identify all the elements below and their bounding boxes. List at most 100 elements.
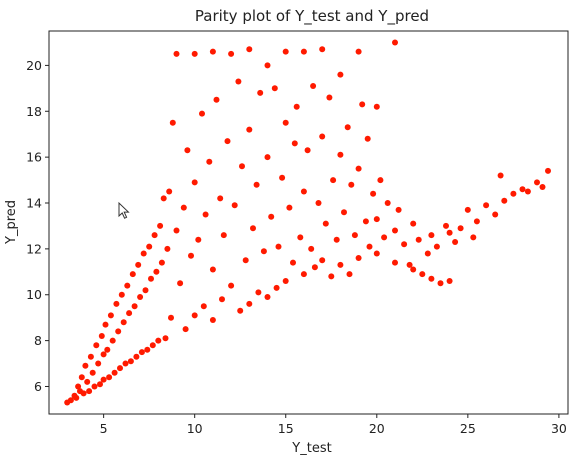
data-point	[253, 181, 260, 188]
data-point	[355, 255, 362, 261]
data-point	[122, 360, 129, 367]
data-point	[75, 383, 82, 390]
data-point	[148, 275, 154, 282]
data-point	[319, 46, 326, 53]
data-point	[297, 234, 304, 241]
data-point	[328, 273, 335, 280]
data-point	[348, 181, 355, 188]
data-point	[217, 195, 224, 202]
data-point	[291, 140, 298, 147]
data-point	[282, 48, 289, 55]
data-point	[168, 314, 174, 321]
data-point	[473, 218, 480, 225]
data-point	[539, 184, 546, 190]
data-point	[131, 303, 138, 310]
y-axis-label: Y_pred	[4, 200, 19, 245]
data-point	[138, 349, 145, 356]
data-point	[246, 126, 253, 133]
data-point	[213, 96, 220, 103]
data-point	[67, 397, 74, 404]
data-point	[126, 310, 133, 317]
data-point	[293, 103, 300, 110]
data-point	[153, 268, 160, 275]
x-tick-label: 15	[278, 421, 294, 436]
data-point	[127, 358, 134, 365]
data-point	[80, 390, 87, 397]
data-point	[330, 177, 337, 184]
data-point	[235, 78, 242, 85]
chart-title: Parity plot of Y_test and Y_pred	[195, 7, 429, 26]
data-point	[392, 227, 398, 234]
data-point	[260, 248, 267, 255]
x-tick-label: 25	[460, 421, 476, 436]
data-point	[177, 280, 184, 287]
data-point	[191, 179, 198, 186]
data-point	[115, 328, 122, 335]
data-point	[534, 179, 540, 186]
data-point	[98, 333, 105, 339]
data-point	[452, 239, 459, 245]
data-point	[401, 241, 408, 248]
data-point	[373, 216, 380, 223]
data-point	[100, 351, 107, 358]
data-point	[344, 124, 351, 131]
data-point	[264, 154, 271, 161]
data-point	[279, 174, 286, 181]
y-tick-label: 6	[34, 379, 42, 394]
data-point	[106, 374, 113, 381]
data-point	[195, 236, 202, 243]
data-point	[228, 50, 235, 57]
y-tick-label: 20	[26, 58, 42, 73]
data-point	[273, 284, 280, 291]
data-point	[341, 209, 347, 216]
data-point	[89, 369, 96, 376]
data-point	[129, 271, 136, 278]
data-point	[184, 147, 191, 154]
data-point	[246, 300, 253, 307]
data-point	[377, 177, 384, 184]
data-point	[146, 243, 153, 250]
data-point	[102, 321, 109, 328]
data-point	[457, 225, 464, 232]
data-point	[113, 300, 120, 307]
data-point	[545, 167, 551, 174]
data-point	[355, 165, 362, 172]
data-point	[322, 220, 329, 227]
x-axis-label: Y_test	[291, 441, 331, 456]
data-point	[446, 229, 453, 236]
data-point	[406, 261, 413, 268]
data-point	[160, 195, 167, 202]
data-point	[173, 227, 180, 234]
y-tick-label: 16	[26, 150, 42, 165]
data-point	[359, 101, 366, 108]
data-point	[300, 48, 307, 55]
data-point	[200, 303, 207, 310]
data-point	[82, 362, 89, 369]
data-point	[362, 218, 369, 225]
data-point	[315, 200, 322, 206]
data-point	[209, 317, 216, 323]
data-point	[158, 259, 165, 266]
data-point	[87, 353, 94, 360]
data-point	[319, 257, 326, 264]
data-point	[428, 232, 435, 239]
data-point	[437, 280, 444, 287]
data-point	[351, 232, 358, 239]
data-point	[470, 234, 477, 241]
data-point	[424, 250, 431, 257]
data-point	[224, 138, 231, 145]
data-point	[73, 394, 80, 401]
x-tick-label: 5	[100, 421, 108, 436]
data-point	[355, 48, 362, 55]
plot-area	[64, 39, 551, 406]
data-point	[100, 376, 107, 383]
axes-frame	[48, 30, 569, 415]
data-point	[264, 62, 271, 69]
data-point	[483, 202, 490, 209]
data-point	[209, 266, 216, 273]
data-point	[501, 197, 508, 204]
data-point	[290, 259, 296, 266]
x-tick-label: 30	[551, 421, 567, 436]
data-point	[275, 243, 282, 250]
data-point	[428, 275, 435, 282]
